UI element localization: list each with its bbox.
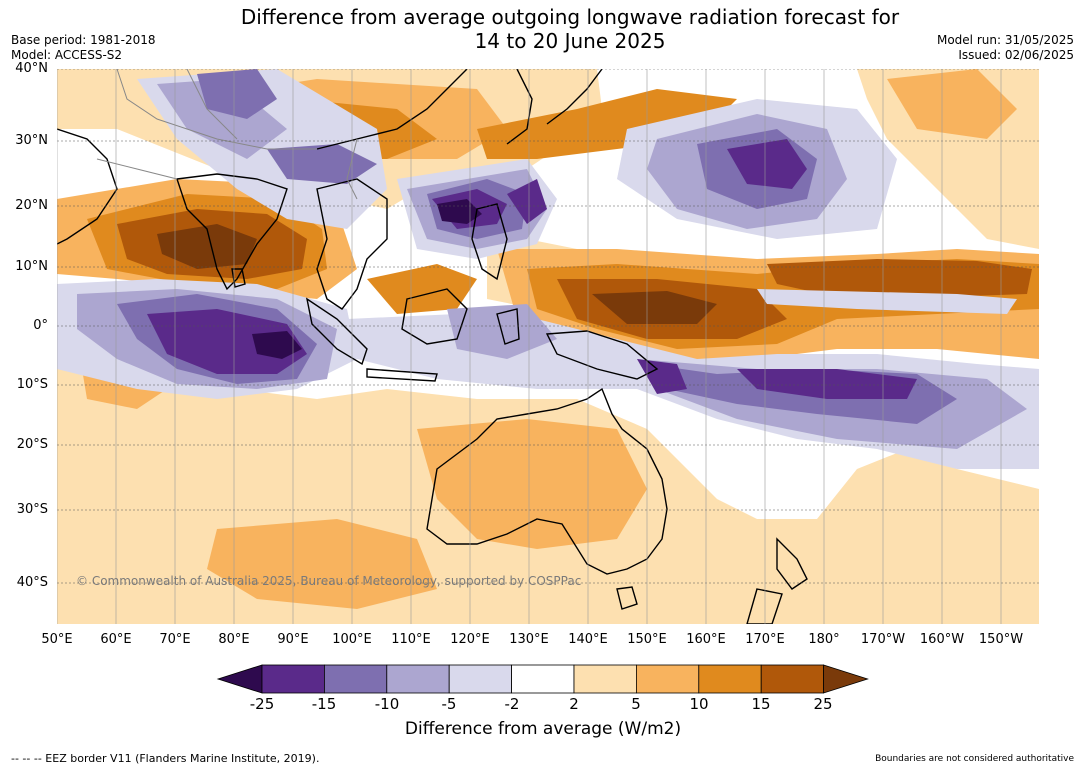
lon-label-170w: 170°W	[860, 632, 906, 647]
lat-label-30s: 30°S	[16, 502, 48, 517]
meta-right: Model run: 31/05/2025 Issued: 02/06/2025	[937, 33, 1074, 63]
lon-label-90e: 90°E	[277, 632, 309, 647]
lat-label-10n: 10°N	[15, 259, 48, 274]
lon-label-110e: 110°E	[391, 632, 431, 647]
colorbar-swatch	[760, 664, 825, 694]
lat-label-equator: 0°	[33, 318, 48, 333]
lon-label-160e: 160°E	[686, 632, 726, 647]
eez-legend-text: -- -- -- EEZ border V11 (Flanders Marine…	[11, 752, 320, 765]
lat-label-30n: 30°N	[15, 133, 48, 148]
lon-label-120e: 120°E	[450, 632, 490, 647]
lat-label-20s: 20°S	[16, 437, 48, 452]
meridians	[57, 69, 1002, 624]
colorbar-swatch-min	[216, 664, 263, 694]
lon-label-180: 180°	[808, 632, 840, 647]
colorbar-tick: 15	[751, 695, 771, 713]
anomaly-below-minus25-regions	[252, 199, 482, 359]
colorbar-tick: 5	[631, 695, 641, 713]
colorbar-swatch	[261, 664, 325, 694]
colorbar-swatch	[573, 664, 637, 694]
lat-label-20n: 20°N	[15, 198, 48, 213]
country-borders	[96, 69, 358, 200]
lat-label-40n: 40°N	[15, 61, 48, 76]
model-text: Model: ACCESS-S2	[11, 48, 123, 62]
meta-left: Base period: 1981-2018 Model: ACCESS-S2	[11, 33, 156, 63]
model-run-text: Model run: 31/05/2025	[936, 33, 1074, 47]
colorbar-tick: -10	[374, 695, 400, 713]
anomaly-map	[57, 69, 1039, 624]
boundaries-disclaimer: Boundaries are not considered authoritat…	[875, 754, 1074, 764]
copyright-text: © Commonwealth of Australia 2025, Bureau…	[76, 574, 582, 588]
colorbar-tick: 2	[569, 695, 579, 713]
lon-label-70e: 70°E	[159, 632, 191, 647]
lon-label-50e: 50°E	[41, 632, 73, 647]
lon-label-100e: 100°E	[332, 632, 372, 647]
lon-label-160w: 160°W	[919, 632, 965, 647]
lon-label-170e: 170°E	[745, 632, 785, 647]
lon-label-140e: 140°E	[568, 632, 608, 647]
lat-label-10s: 10°S	[16, 377, 48, 392]
colorbar-swatch	[386, 664, 450, 694]
lon-label-60e: 60°E	[100, 632, 132, 647]
title-line-2: 14 to 20 June 2025	[474, 29, 666, 53]
colorbar-tick: 10	[689, 695, 709, 713]
anomaly-above-25-regions	[157, 224, 717, 324]
lon-label-150e: 150°E	[627, 632, 667, 647]
colorbar-tick: -5	[441, 695, 457, 713]
colorbar-swatch	[698, 664, 762, 694]
lon-label-80e: 80°E	[218, 632, 250, 647]
colorbar-swatch-max	[823, 664, 869, 694]
lon-label-130e: 130°E	[509, 632, 549, 647]
base-period-text: Base period: 1981-2018	[11, 33, 156, 47]
colorbar-swatch	[324, 664, 388, 694]
colorbar-tick: -2	[504, 695, 520, 713]
colorbar	[216, 664, 869, 694]
colorbar-label: Difference from average (W/m2)	[404, 719, 682, 739]
colorbar-tick: 25	[813, 695, 833, 713]
lon-label-150w: 150°W	[978, 632, 1024, 647]
title-line-1: Difference from average outgoing longwav…	[240, 5, 900, 29]
colorbar-swatch	[635, 664, 700, 694]
map-title: Difference from average outgoing longwav…	[0, 5, 1085, 53]
issued-text: Issued: 02/06/2025	[958, 48, 1074, 62]
colorbar-tick: -15	[311, 695, 337, 713]
colorbar-tick: -25	[249, 695, 275, 713]
lat-label-40s: 40°S	[16, 575, 48, 590]
colorbar-swatch	[448, 664, 512, 694]
colorbar-swatch	[511, 664, 575, 694]
